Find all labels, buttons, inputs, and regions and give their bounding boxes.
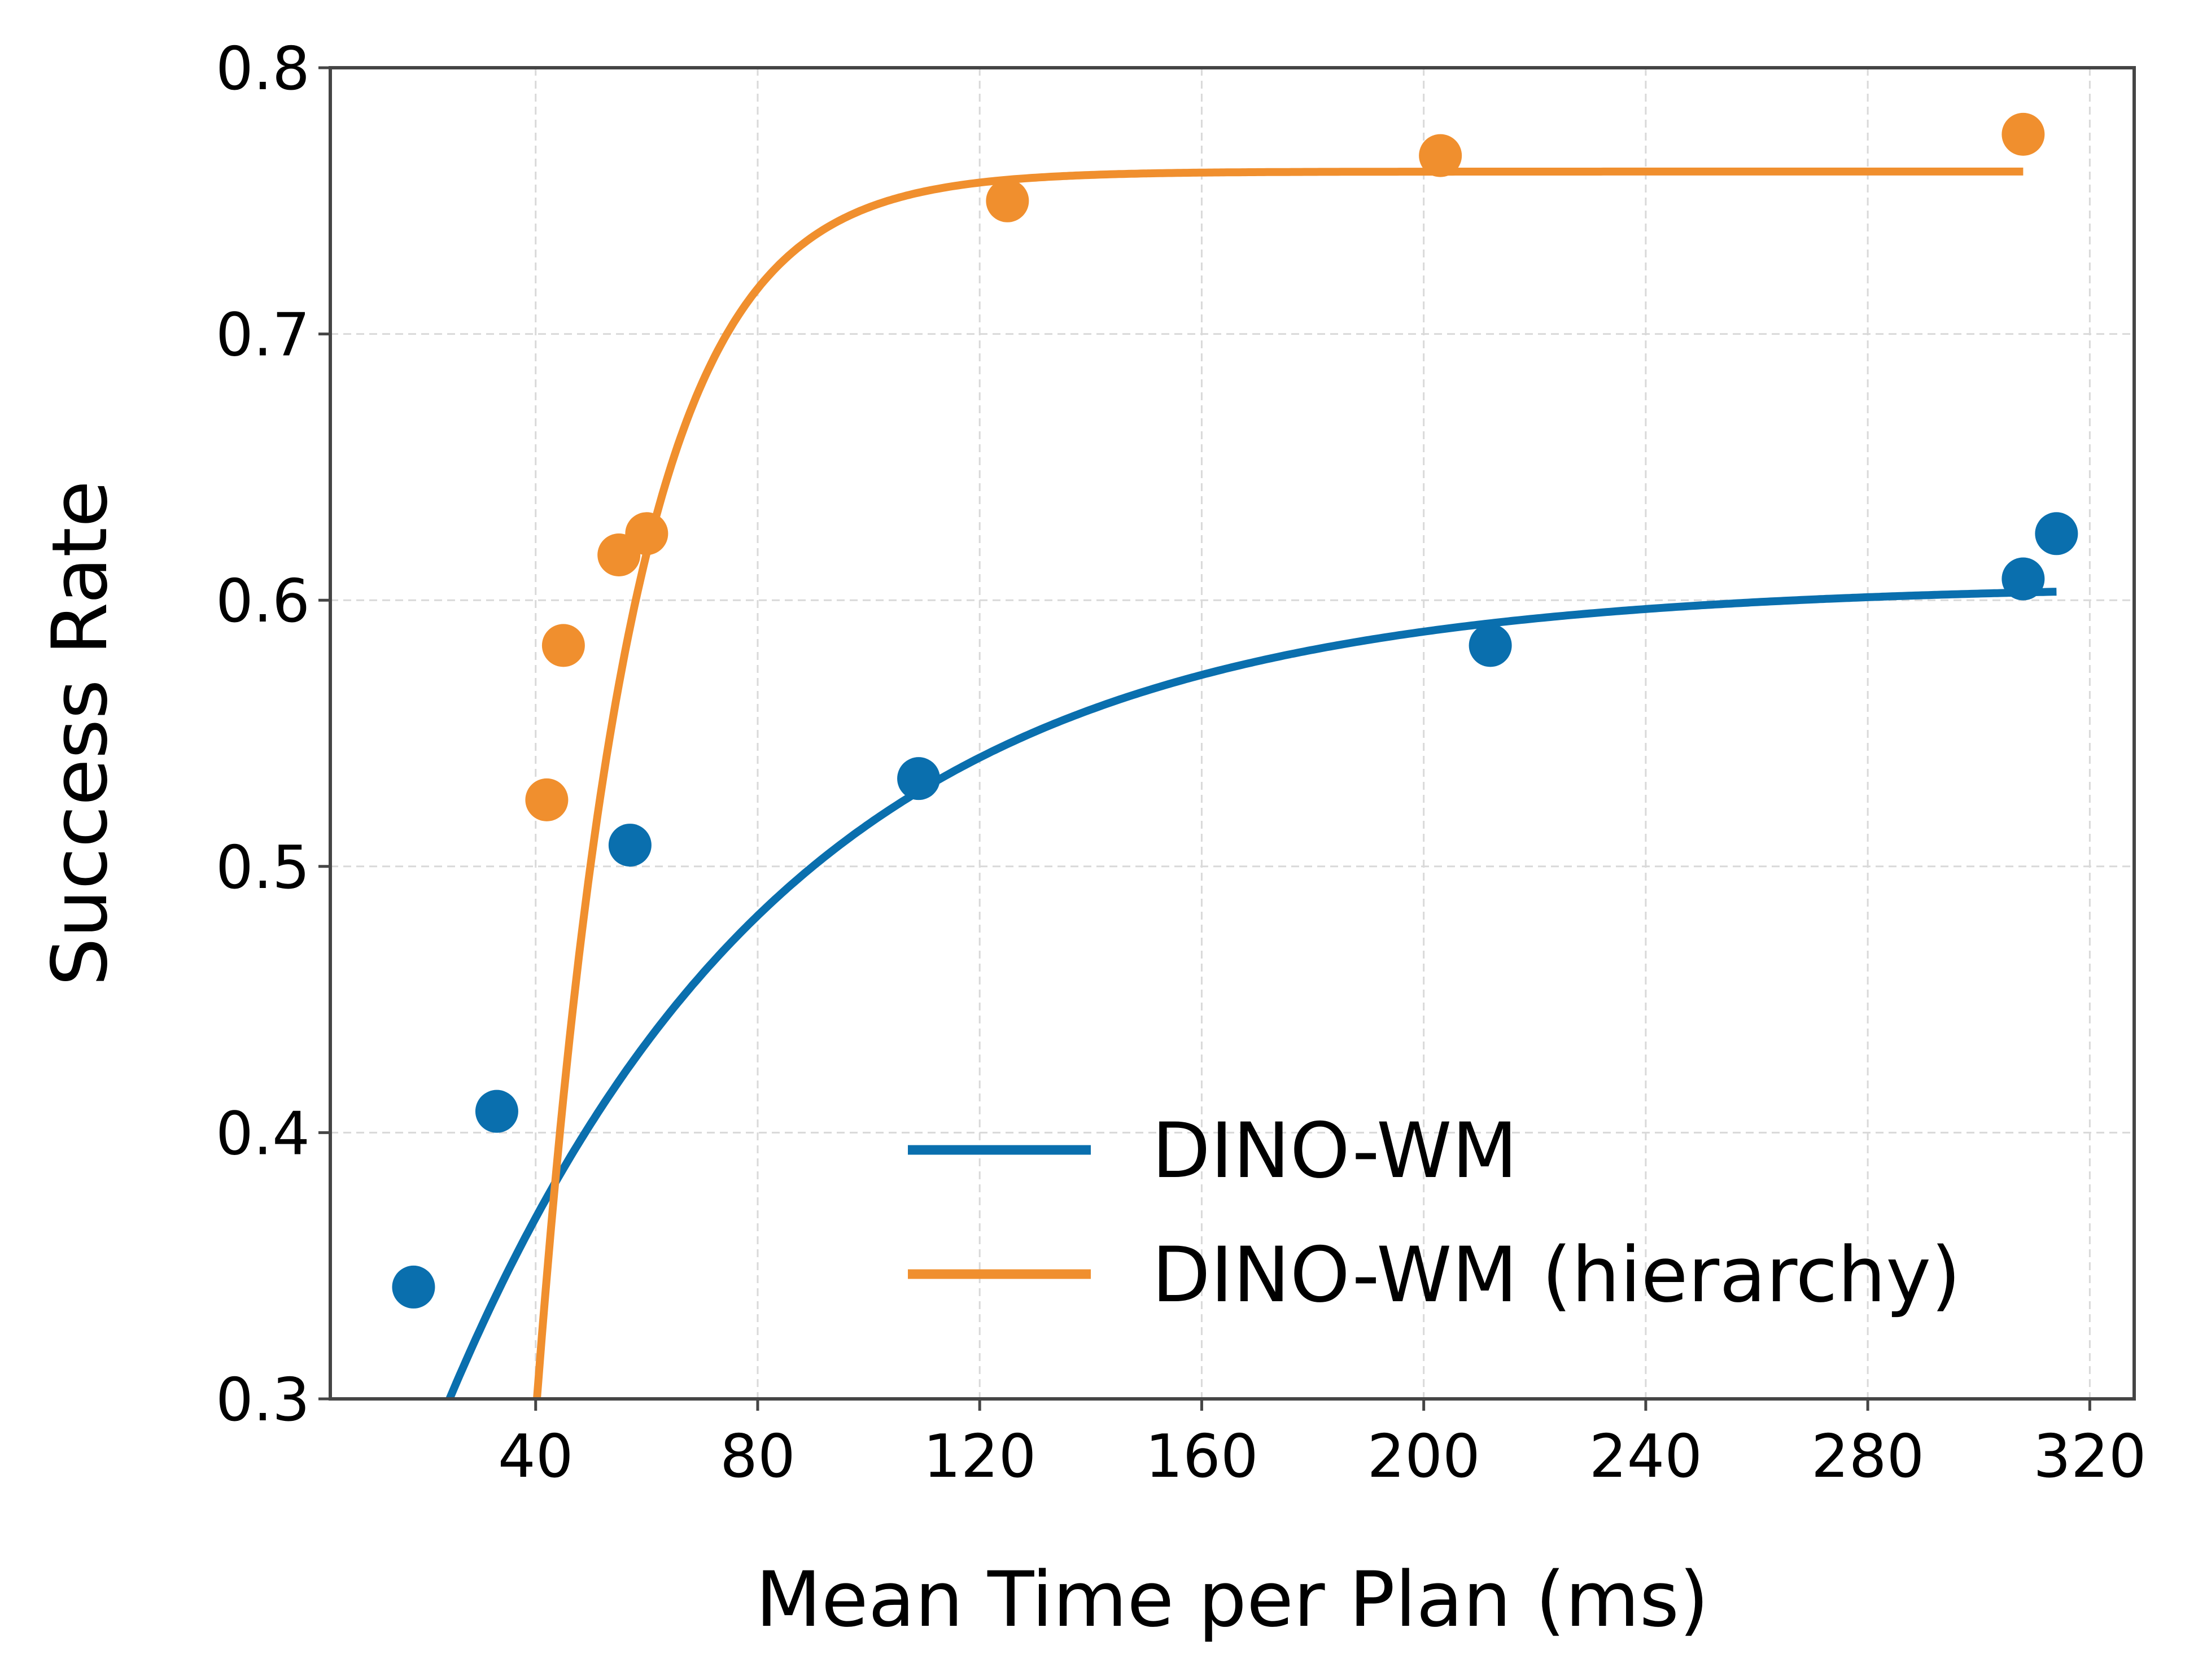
data-point-dino-wm-hierarchy xyxy=(2002,112,2045,156)
data-point-dino-wm xyxy=(2035,512,2078,555)
data-points xyxy=(392,112,2078,1309)
y-tick-label: 0.8 xyxy=(216,34,310,103)
data-point-dino-wm-hierarchy xyxy=(541,624,585,667)
x-tick-label: 200 xyxy=(1367,1422,1480,1491)
legend-label-dino-wm-hierarchy: DINO-WM (hierarchy) xyxy=(1152,1231,1961,1319)
data-point-dino-wm-hierarchy xyxy=(625,512,668,555)
data-point-dino-wm xyxy=(392,1265,435,1309)
plot-frame xyxy=(329,66,2136,1401)
fit-curve-dino-wm-hierarchy xyxy=(533,167,2024,1399)
legend: DINO-WM DINO-WM (hierarchy) xyxy=(908,1106,1961,1319)
data-point-dino-wm xyxy=(897,757,941,800)
legend-label-dino-wm: DINO-WM xyxy=(1152,1106,1518,1195)
x-tick-label: 240 xyxy=(1589,1422,1702,1491)
fit-curve-dino-wm xyxy=(445,588,2057,1403)
y-tick-label: 0.4 xyxy=(216,1099,310,1168)
x-tick-label: 280 xyxy=(1811,1422,1924,1491)
x-tick-label: 320 xyxy=(2033,1422,2146,1491)
x-tick-label: 80 xyxy=(720,1422,796,1491)
x-tick-label: 40 xyxy=(498,1422,574,1491)
axis-ticks: 40 80 120 160 200 240 280 320 0.3 0.4 0.5 0.6 0.7 0.8 xyxy=(216,34,2147,1491)
x-axis-title: Mean Time per Plan (ms) xyxy=(755,1555,1709,1644)
y-tick-label: 0.3 xyxy=(216,1366,310,1434)
y-tick-label: 0.5 xyxy=(216,833,310,902)
y-axis-title: Success Rate xyxy=(36,480,124,986)
data-point-dino-wm xyxy=(608,824,652,867)
y-tick-label: 0.6 xyxy=(216,567,310,636)
data-point-dino-wm-hierarchy xyxy=(1419,134,1462,177)
y-tick-label: 0.7 xyxy=(216,301,310,370)
data-point-dino-wm-hierarchy xyxy=(525,778,569,821)
data-point-dino-wm xyxy=(475,1090,518,1133)
x-tick-label: 120 xyxy=(923,1422,1036,1491)
data-point-dino-wm xyxy=(2002,557,2045,601)
x-tick-label: 160 xyxy=(1145,1422,1258,1491)
data-point-dino-wm xyxy=(1469,624,1512,667)
fit-curves xyxy=(445,167,2057,1403)
data-point-dino-wm-hierarchy xyxy=(986,179,1029,222)
